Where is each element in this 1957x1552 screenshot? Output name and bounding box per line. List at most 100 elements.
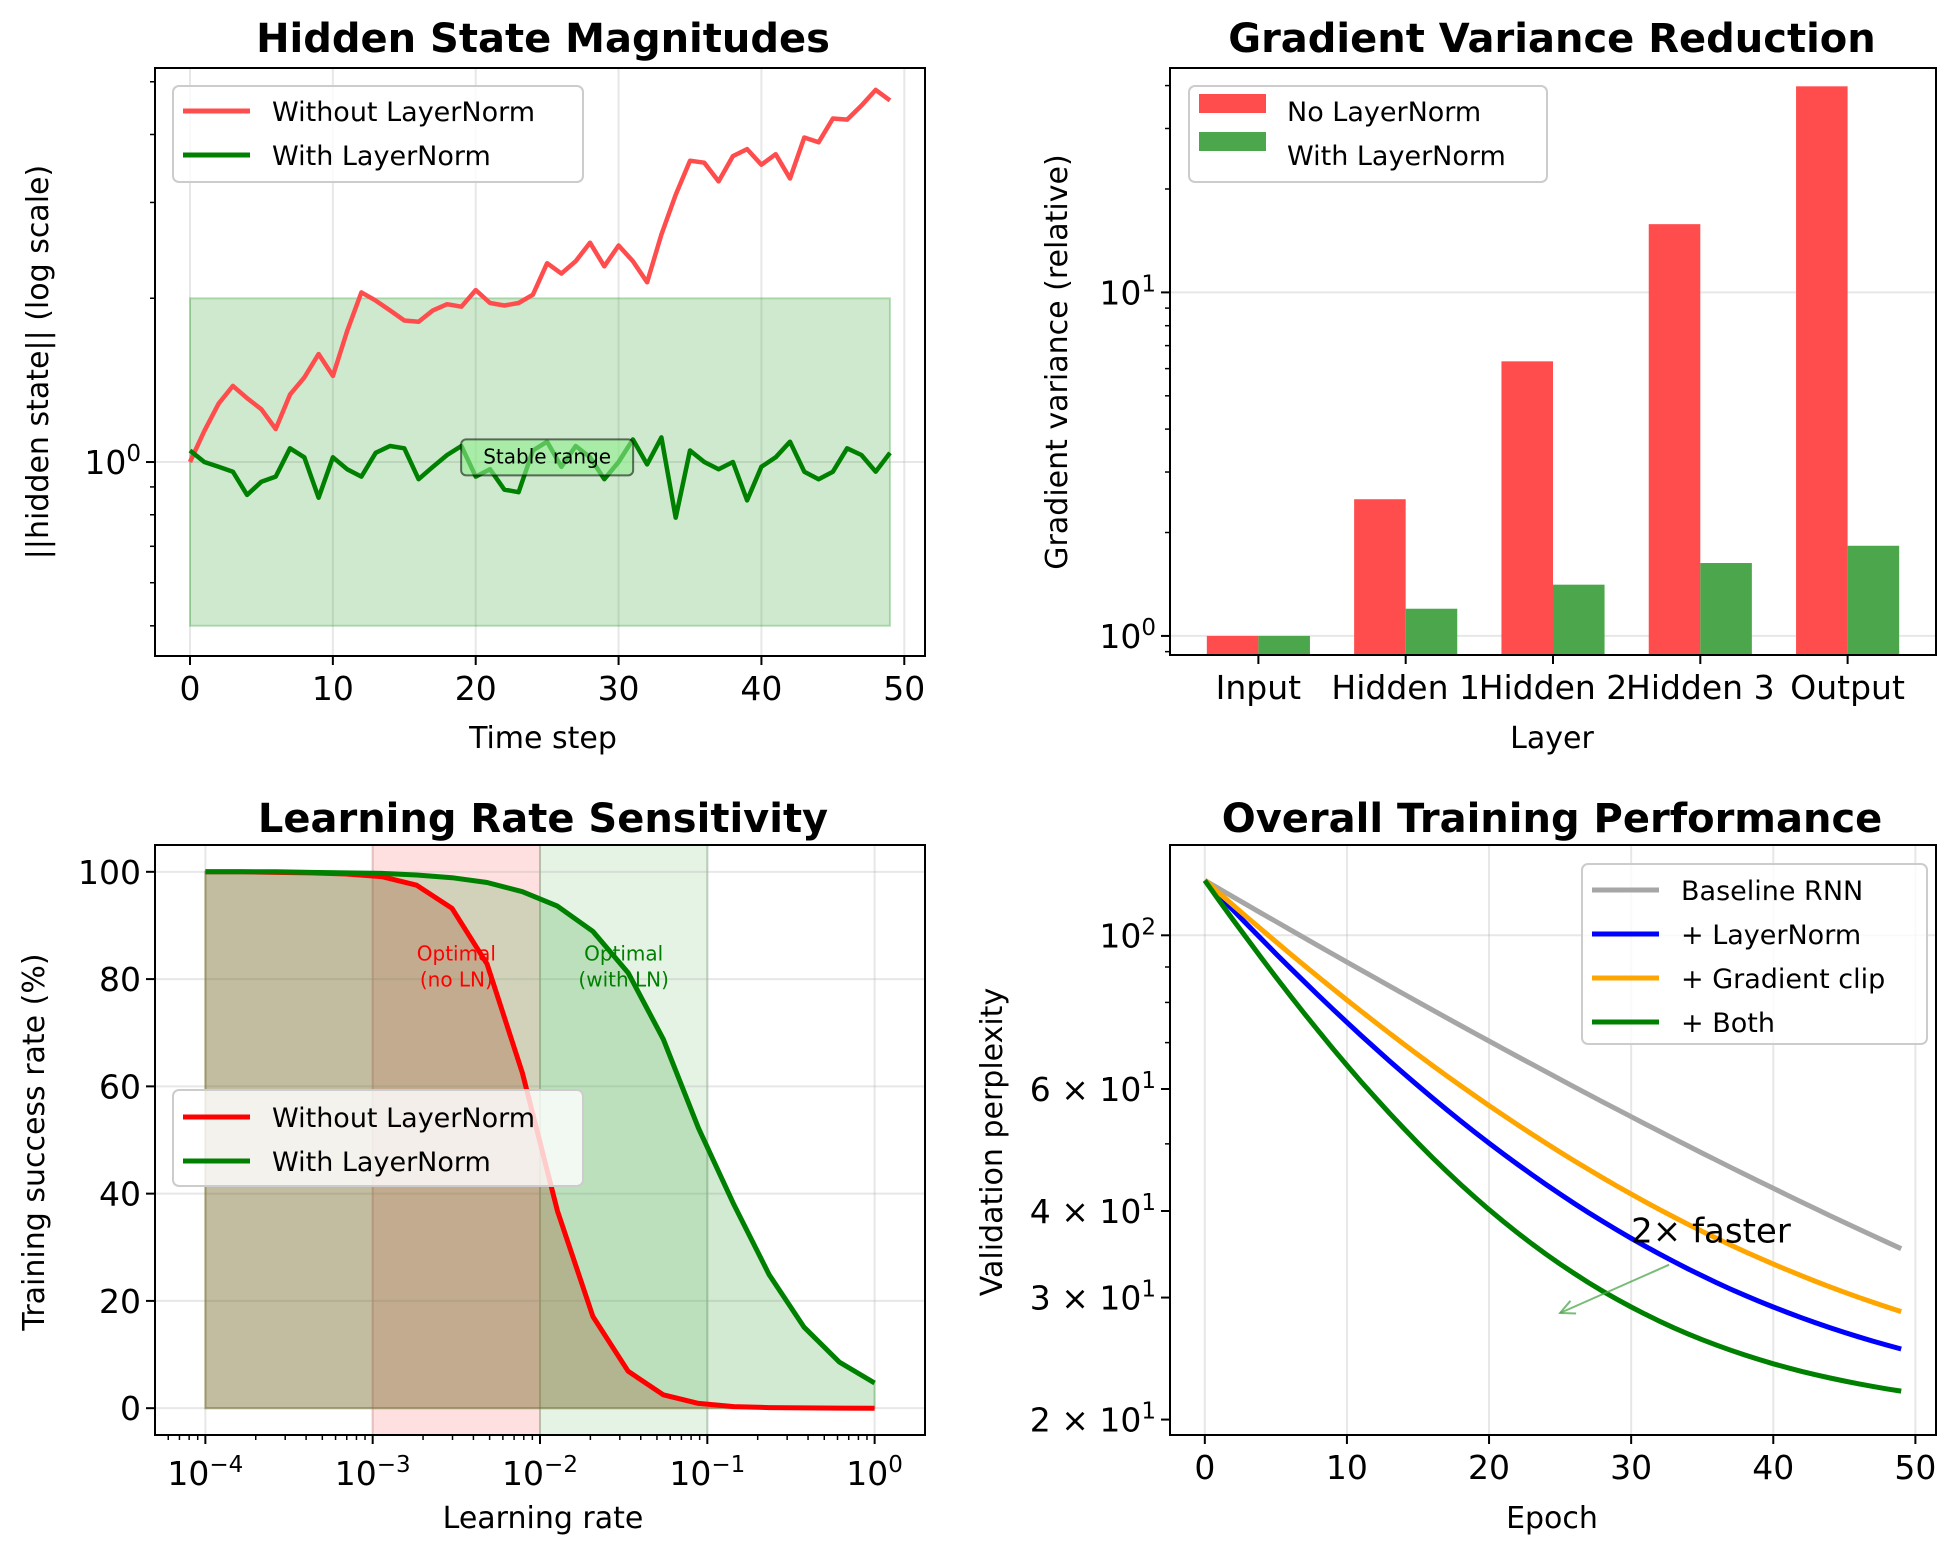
x-tick-label: 50: [1894, 1448, 1936, 1487]
y-tick-label: 60: [99, 1067, 141, 1106]
x-tick-label: 40: [740, 669, 782, 708]
legend-label: With LayerNorm: [272, 1147, 491, 1178]
legend-box: [1581, 863, 1928, 1045]
legend: Without LayerNorm With LayerNorm: [172, 85, 584, 183]
x-tick-label: 50: [883, 669, 925, 708]
learning-rate-panel: Learning Rate Sensitivity Optimal(no LN)…: [17, 796, 926, 1536]
legend-label: Without LayerNorm: [272, 1103, 535, 1134]
x-axis-label: Epoch: [1506, 1501, 1598, 1536]
y-tick-label: 2 × 101: [1030, 1399, 1156, 1440]
legend-swatch: [1199, 94, 1266, 113]
x-tick-label: 10: [312, 669, 354, 708]
x-tick-label: 30: [598, 669, 640, 708]
tick-label-base: 10: [167, 1454, 209, 1493]
series-line-baseline-rnn: [1203, 878, 1903, 1251]
tick-label-exponent: −2: [544, 1452, 578, 1478]
tick-label-exponent: 1: [1141, 1068, 1156, 1094]
x-tick-label: 10−1: [669, 1452, 745, 1493]
series-line-both: [1202, 878, 1902, 1394]
annotation-text: 2× faster: [1631, 1212, 1791, 1252]
tick-label-exponent: 1: [1141, 1399, 1156, 1425]
annotation-arrowhead: [1558, 1300, 1577, 1315]
y-tick-label: 6 × 101: [1030, 1068, 1156, 1109]
x-tick-label: Hidden 1: [1331, 668, 1480, 707]
x-tick-label: 10−4: [167, 1452, 243, 1493]
legend-label: + Both: [1681, 1008, 1775, 1039]
tick-label-base: 2 × 10: [1030, 1401, 1142, 1440]
y-tick-label: 100: [78, 853, 141, 892]
hidden-state-panel: Hidden State Magnitudes Stable range 0 10…: [21, 16, 926, 756]
x-axis-label: Learning rate: [443, 1501, 644, 1536]
x-tick-label: 10: [1326, 1448, 1368, 1487]
x-tick-label: Hidden 3: [1626, 668, 1775, 707]
y-tick-label: 101: [1099, 271, 1156, 312]
tick-label-base: 10: [669, 1454, 711, 1493]
x-tick-label: 0: [1194, 1448, 1215, 1487]
legend: No LayerNorm With LayerNorm: [1188, 85, 1548, 183]
x-tick-label: Input: [1216, 668, 1302, 707]
axes-frame: [154, 67, 926, 657]
bar-output-with-layernorm: [1847, 545, 1900, 655]
y-tick-label: 40: [99, 1175, 141, 1214]
annotation-box: [460, 438, 635, 477]
y-tick-label: 20: [99, 1282, 141, 1321]
tick-label-base: 10: [1099, 916, 1141, 955]
y-tick-label: 4 × 101: [1030, 1190, 1156, 1231]
span-label: Optimal: [417, 941, 496, 965]
legend-label: With LayerNorm: [1287, 141, 1506, 172]
series-line-layernorm: [1202, 878, 1902, 1352]
tick-label-exponent: 1: [1141, 271, 1156, 297]
legend-label: + LayerNorm: [1681, 920, 1861, 951]
x-tick-label: 40: [1752, 1448, 1794, 1487]
legend: Without LayerNorm With LayerNorm: [172, 1089, 584, 1187]
training-performance-panel: Overall Training Performance 2× faster 0…: [975, 796, 1937, 1536]
x-axis-label: Time step: [468, 721, 617, 756]
y-axis-label: Training success rate (%): [17, 953, 52, 1331]
legend-label: Baseline RNN: [1681, 876, 1863, 907]
legend-box: [1188, 85, 1548, 183]
annotation-arrow: [1559, 1263, 1670, 1314]
chart-title: Hidden State Magnitudes: [256, 16, 830, 62]
tick-label-base: 10: [1099, 273, 1141, 312]
x-tick-label: 10−3: [335, 1452, 411, 1493]
tick-label-exponent: 0: [888, 1452, 903, 1478]
legend-label: No LayerNorm: [1287, 97, 1481, 128]
series-line-without-layernorm: [187, 87, 892, 463]
bar-output-no-layernorm: [1796, 86, 1848, 656]
series-line-gradient-clip: [1203, 878, 1902, 1314]
x-tick-label: Output: [1790, 668, 1905, 707]
tick-label-base: 10: [846, 1454, 888, 1493]
y-axis-label: Validation perplexity: [975, 988, 1010, 1296]
bar-hidden-1-no-layernorm: [1354, 499, 1406, 655]
span-label: (with LN): [578, 967, 669, 991]
tick-label-exponent: 1: [1141, 1277, 1156, 1303]
y-axis-label: ||hidden state|| (log scale): [21, 165, 56, 559]
tick-label-base: 10: [84, 443, 126, 482]
bar-hidden-3-no-layernorm: [1648, 224, 1701, 655]
span-label: (no LN): [420, 967, 493, 991]
tick-label-base: 10: [502, 1454, 544, 1493]
x-axis-label: Layer: [1510, 721, 1594, 756]
tick-label-base: 3 × 10: [1030, 1279, 1142, 1318]
legend-label: Without LayerNorm: [272, 97, 535, 128]
chart-title: Learning Rate Sensitivity: [258, 796, 828, 842]
chart-title: Gradient Variance Reduction: [1228, 16, 1876, 62]
y-tick-label: 102: [1099, 914, 1156, 955]
tick-label-exponent: −1: [711, 1452, 745, 1478]
legend-box: [172, 85, 584, 183]
tick-label-exponent: 0: [1141, 615, 1156, 641]
bars: [1206, 86, 1900, 656]
stable-range-annotation: Stable range: [460, 438, 635, 477]
tick-label-exponent: −4: [209, 1452, 243, 1478]
x-tick-label: 100: [846, 1452, 903, 1493]
x-tick-label: 20: [455, 669, 497, 708]
x-tick-label: 10−2: [502, 1452, 578, 1493]
bar-hidden-2-with-layernorm: [1553, 584, 1605, 655]
x-tick-label: 30: [1610, 1448, 1652, 1487]
y-tick-label: 100: [1099, 615, 1156, 656]
